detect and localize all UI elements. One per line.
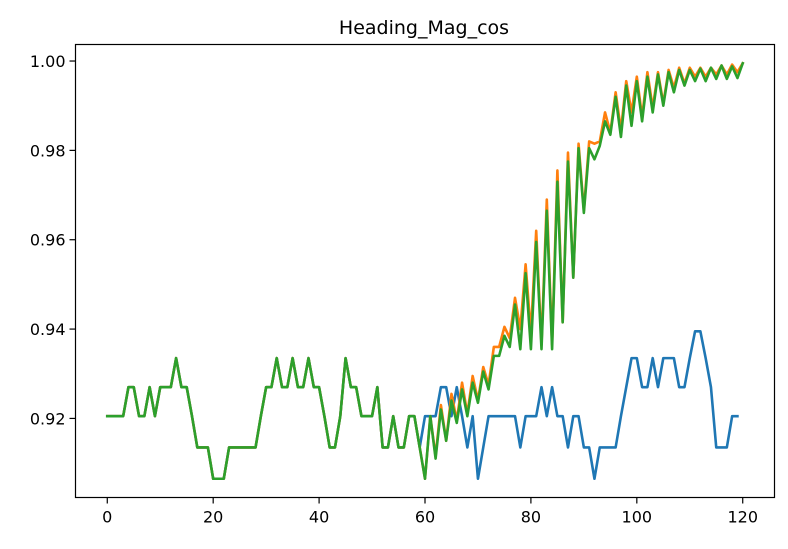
x-axis: 0 20 40 60 80 100 120 bbox=[102, 497, 758, 527]
y-tick-label: 0.94 bbox=[30, 320, 66, 339]
x-tick-label: 120 bbox=[727, 508, 758, 527]
y-tick-label: 0.92 bbox=[30, 409, 66, 428]
x-tick-label: 40 bbox=[309, 508, 329, 527]
y-tick-label: 0.98 bbox=[30, 141, 66, 160]
y-axis: 0.92 0.94 0.96 0.98 1.00 bbox=[30, 52, 76, 428]
y-tick-label: 0.96 bbox=[30, 231, 66, 250]
x-tick-label: 20 bbox=[203, 508, 223, 527]
series-layer bbox=[105, 61, 745, 481]
plot-frame bbox=[74, 43, 776, 499]
chart-title: Heading_Mag_cos bbox=[339, 17, 509, 39]
y-tick-label: 1.00 bbox=[30, 52, 66, 71]
x-tick-label: 0 bbox=[102, 508, 112, 527]
x-tick-label: 100 bbox=[622, 508, 653, 527]
x-tick-label: 80 bbox=[521, 508, 541, 527]
series-line-green bbox=[105, 61, 745, 481]
x-tick-label: 60 bbox=[415, 508, 435, 527]
